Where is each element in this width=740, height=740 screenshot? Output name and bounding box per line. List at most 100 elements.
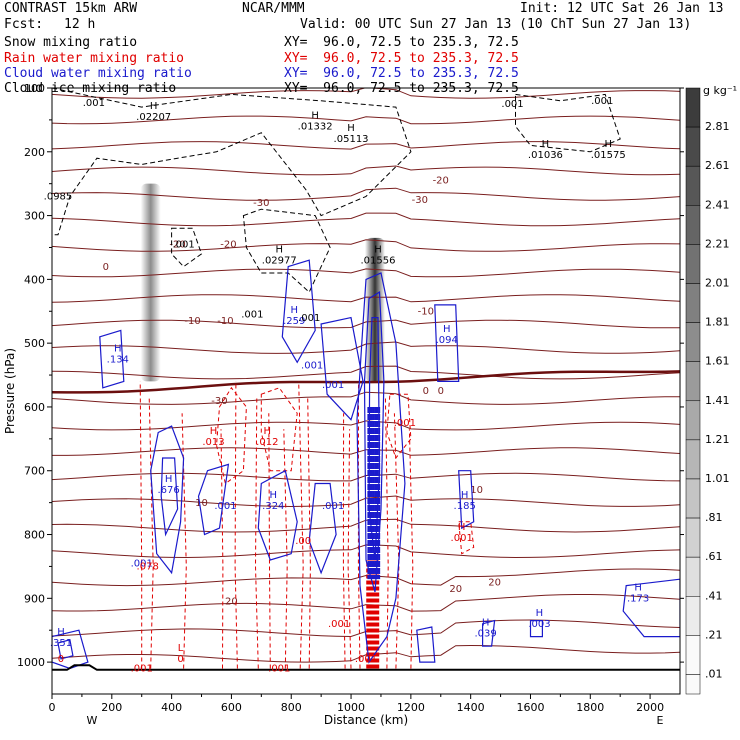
colorbar-swatch bbox=[685, 400, 701, 441]
contour-value-label: .001 bbox=[501, 99, 523, 110]
colorbar-swatch bbox=[685, 596, 701, 636]
cloud-water-contour bbox=[458, 470, 475, 530]
colorbar-label: 1.01 bbox=[705, 472, 730, 485]
extremum-marker: H bbox=[458, 522, 466, 533]
isotherm-line bbox=[52, 447, 680, 456]
isotherm-line bbox=[52, 165, 680, 176]
isotherm-label: -30 bbox=[211, 396, 227, 407]
isotherm-line bbox=[52, 365, 680, 380]
contour-value-label: .134 bbox=[107, 354, 129, 365]
colorbar-swatch bbox=[685, 205, 701, 245]
contour-value-label: .001 bbox=[268, 664, 290, 675]
x-tick-label: 200 bbox=[101, 701, 122, 714]
y-tick-label: 100 bbox=[24, 82, 45, 95]
contour-value-label: .001 bbox=[298, 313, 320, 324]
y-tick-label: 200 bbox=[24, 146, 45, 159]
isotherm-line bbox=[52, 268, 680, 278]
contour-value-label: .094 bbox=[436, 335, 458, 346]
contour-value-label: .351 bbox=[50, 638, 72, 649]
isotherm-line bbox=[52, 391, 680, 405]
contour-value-label: .078 bbox=[137, 562, 159, 573]
extremum-marker: H bbox=[270, 490, 278, 501]
isotherm-label: -10 bbox=[217, 316, 233, 327]
extremum-marker: H bbox=[604, 139, 612, 150]
cloud-water-contour bbox=[368, 317, 381, 561]
colorbar-label: .01 bbox=[705, 667, 723, 680]
rain-contour bbox=[298, 381, 304, 669]
isotherm-label: 0 bbox=[103, 262, 109, 273]
y-tick-label: 900 bbox=[24, 592, 45, 605]
extremum-marker: H bbox=[114, 343, 122, 354]
surface-pressure-line bbox=[52, 664, 680, 671]
contour-value-label: .001 bbox=[394, 418, 416, 429]
isotherm-label: 10 bbox=[470, 485, 483, 496]
x-tick-label: 1800 bbox=[576, 701, 604, 714]
x-tick-label: 800 bbox=[281, 701, 302, 714]
isotherm-label: -30 bbox=[253, 198, 269, 209]
rain-contour bbox=[234, 381, 238, 669]
isotherm-line bbox=[52, 568, 680, 587]
isotherm-label: 20 bbox=[225, 597, 238, 608]
extremum-marker: H bbox=[150, 101, 158, 112]
x-tick-label: 400 bbox=[161, 701, 182, 714]
colorbar-label: .61 bbox=[705, 550, 723, 563]
extremum-marker: H bbox=[290, 305, 298, 316]
colorbar-label: 2.61 bbox=[705, 159, 730, 172]
isotherm-line bbox=[52, 239, 680, 252]
y-tick-label: 600 bbox=[24, 401, 45, 414]
contour-value-label: .185 bbox=[454, 501, 476, 512]
colorbar: g kg⁻¹ 2.81 2.61 2.41 2.21 2.01 1.81 1.61 1.41 1… bbox=[685, 84, 737, 695]
contour-value-label: .259 bbox=[283, 316, 305, 327]
plot-area: 0 -30 -20 -10 -20 -10 -30 -30 0 10 10 20 20 20 -20 -10 0… bbox=[44, 87, 681, 695]
contour-value-label: .01332 bbox=[298, 121, 333, 132]
extremum-marker: H bbox=[374, 244, 382, 255]
extremum-marker: H bbox=[57, 627, 65, 638]
contour-value-label: .676 bbox=[157, 485, 179, 496]
colorbar-swatch bbox=[685, 439, 701, 480]
colorbar-swatch bbox=[685, 244, 701, 284]
field-snow-xy: XY= 96.0, 72.5 to 235.3, 72.5 bbox=[284, 35, 519, 50]
y-axis-label: Pressure (hPa) bbox=[3, 348, 17, 434]
contour-value-label: .173 bbox=[627, 594, 649, 605]
extremum-marker: H bbox=[542, 139, 550, 150]
cloud-ice-contour bbox=[515, 93, 621, 153]
colorbar-label: 1.41 bbox=[705, 394, 730, 407]
cloud-water-contour bbox=[320, 316, 364, 421]
x-tick-label: 0 bbox=[49, 701, 56, 714]
isotherm-label: -20 bbox=[433, 176, 449, 187]
colorbar-label: 2.81 bbox=[705, 120, 730, 133]
cloud-water-contour bbox=[482, 619, 496, 647]
contour-value-label: .001 bbox=[328, 619, 350, 630]
rain-contour bbox=[393, 413, 400, 669]
cloud-water-contour bbox=[529, 620, 543, 638]
contour-value-label: .001 bbox=[214, 501, 236, 512]
y-tick-label: 300 bbox=[24, 210, 45, 223]
cloud-ice-contours bbox=[52, 88, 621, 293]
extremum-marker: L bbox=[178, 643, 184, 654]
field-cloud-name: Cloud water mixing ratio bbox=[4, 66, 192, 81]
contour-value-label: 0 bbox=[58, 654, 64, 665]
x-tick-label: 2000 bbox=[636, 701, 664, 714]
cloud-water-contour bbox=[281, 259, 316, 364]
rain-contour bbox=[386, 393, 412, 460]
center-title: NCAR/MMM bbox=[242, 1, 305, 16]
contour-value-label: .001 bbox=[301, 361, 323, 372]
extremum-marker: H bbox=[210, 426, 218, 437]
surface-line bbox=[52, 664, 680, 671]
isotherm-label: 0 bbox=[438, 386, 444, 397]
cloud-water-contour bbox=[257, 469, 298, 561]
valid-time: Valid: 00 UTC Sun 27 Jan 13 (10 ChT Sun … bbox=[300, 17, 692, 32]
x-axis-label: Distance (km) bbox=[324, 713, 408, 727]
axes: 0 200 400 600 800 1000 1200 1400 1600 1800 2000100… bbox=[17, 82, 684, 714]
y-tick-label: 500 bbox=[24, 337, 45, 350]
contour-value-label: .003 bbox=[528, 619, 550, 630]
extremum-marker: H bbox=[276, 244, 284, 255]
colorbar-label: 2.21 bbox=[705, 237, 730, 250]
colorbar-label: 2.41 bbox=[705, 198, 730, 211]
isotherm-label: -20 bbox=[169, 239, 185, 250]
colorbar-swatch bbox=[685, 478, 701, 519]
cloud-ice-contour bbox=[52, 88, 412, 236]
contour-value-label: .001 bbox=[172, 239, 194, 250]
contour-value-label: .039 bbox=[474, 629, 496, 640]
